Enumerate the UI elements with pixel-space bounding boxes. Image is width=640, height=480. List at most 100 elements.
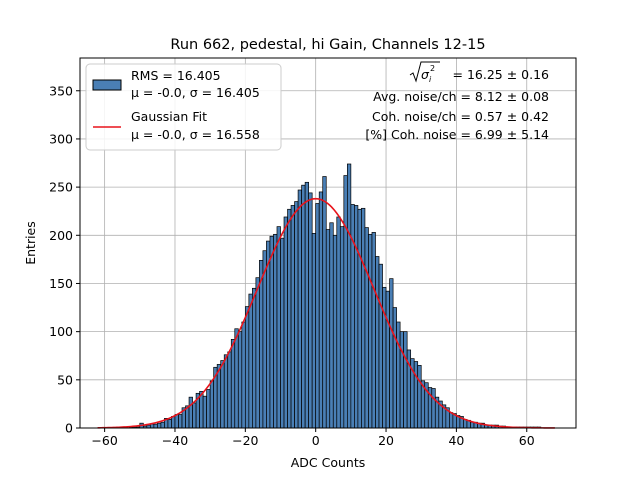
histogram-bar [192, 402, 197, 429]
histogram-bar [339, 226, 345, 429]
svg-text:i: i [429, 75, 432, 84]
histogram-bar [343, 175, 348, 429]
histogram-bar [248, 293, 253, 429]
histogram-bar [294, 201, 299, 429]
histogram-bar [244, 306, 250, 429]
plot-area-frame [79, 57, 577, 429]
legend-gaussian-sub: μ = -0.0, σ = 16.558 [131, 127, 260, 142]
histogram-bar [297, 189, 302, 429]
histogram-bar [304, 181, 310, 429]
stats-line-3: Coh. noise/ch = 0.57 ± 0.42 [372, 109, 549, 124]
legend-gaussian-label: Gaussian Fit [131, 109, 207, 124]
histogram-bar [241, 321, 246, 429]
histogram-bar [216, 364, 222, 429]
histogram-bar [449, 412, 454, 429]
stats-line-2: Avg. noise/ch = 8.12 ± 0.08 [373, 89, 549, 104]
histogram-bar [385, 290, 390, 429]
x-tick-label: 0 [312, 433, 320, 448]
histogram-bar [354, 205, 359, 429]
histogram-bar [174, 414, 179, 429]
histogram-bar [276, 226, 281, 429]
histogram-bar [287, 208, 292, 429]
legend: RMS = 16.405 μ = -0.0, σ = 16.405 Gaussi… [85, 63, 282, 151]
x-tick-label: −20 [232, 433, 258, 448]
y-tick-label: 150 [49, 276, 73, 291]
stats-line-1: = 16.25 ± 0.16 [453, 67, 550, 82]
stats-sqrt-symbol: σ i 2 [409, 61, 440, 84]
histogram-bar [399, 331, 404, 429]
histogram-bar [325, 229, 331, 429]
histogram-bar [315, 203, 320, 429]
histogram-bar [283, 216, 288, 429]
histogram-bar [318, 191, 324, 429]
histogram-bar [237, 331, 243, 429]
histogram-bar [392, 307, 397, 429]
histogram-bar [361, 207, 366, 429]
histogram-bar [262, 250, 267, 429]
histogram-bar [150, 423, 155, 429]
histogram-bar [396, 321, 401, 429]
y-tick-label: 50 [57, 372, 73, 387]
histogram-bar [413, 361, 419, 429]
y-axis-ticks: 0 50 100 150 200 250 300 350 [49, 83, 80, 436]
histogram-bar [311, 233, 317, 429]
histogram-bar [206, 389, 211, 429]
chart-title: Run 662, pedestal, hi Gain, Channels 12-… [170, 37, 485, 53]
x-tick-label: −60 [91, 433, 117, 448]
histogram-bar [280, 237, 285, 429]
histogram-bar [389, 278, 394, 429]
histogram-bar [178, 414, 183, 429]
x-tick-label: 60 [519, 433, 535, 448]
histogram-bar [470, 421, 475, 429]
histogram-bar [336, 216, 341, 429]
histogram-bar [368, 233, 373, 429]
gaussian-fit-curve [97, 197, 555, 429]
histogram-bar [259, 259, 264, 429]
x-tick-label: −40 [162, 433, 188, 448]
histogram-bar [403, 331, 408, 429]
legend-rms-label: RMS = 16.405 [131, 68, 221, 83]
histogram-bar [329, 222, 334, 429]
histogram-bar [252, 287, 257, 429]
histogram-bar [371, 232, 376, 429]
histogram-bar [322, 176, 327, 429]
histogram-bar [273, 233, 278, 429]
histogram-bar [171, 416, 176, 429]
histogram-bar [209, 380, 215, 429]
histogram-bar [220, 360, 225, 429]
svg-text:2: 2 [430, 64, 435, 73]
histogram-bar [308, 192, 313, 429]
legend-patch-rms [92, 79, 122, 91]
y-tick-label: 100 [49, 324, 73, 339]
histogram-bar [202, 395, 207, 429]
histogram-bar [301, 184, 306, 429]
histogram-bar [382, 286, 387, 429]
histogram-bar [223, 354, 229, 429]
y-tick-label: 350 [49, 83, 73, 98]
legend-rms-sub: μ = -0.0, σ = 16.405 [131, 85, 260, 100]
histogram-bar [230, 339, 236, 429]
legend-box [85, 63, 282, 151]
histogram-bar [378, 263, 383, 429]
x-tick-label: 20 [378, 433, 394, 448]
histogram-bar [417, 365, 422, 429]
y-tick-label: 300 [49, 131, 73, 146]
histogram-bar [153, 423, 158, 429]
y-tick-label: 250 [49, 180, 73, 195]
y-tick-label: 0 [65, 421, 73, 436]
y-tick-label: 200 [49, 228, 73, 243]
histogram-bar [234, 328, 239, 429]
histogram-bar [255, 277, 260, 429]
histogram-bar [364, 227, 369, 429]
histogram-bar [188, 396, 193, 429]
x-axis-label: ADC Counts [291, 455, 366, 470]
y-axis-label: Entries [23, 221, 38, 265]
histogram-bar [227, 351, 232, 429]
histogram-bar [357, 208, 362, 429]
stats-line-4: [%] Coh. noise = 6.99 ± 5.14 [365, 127, 549, 142]
x-tick-label: 40 [448, 433, 464, 448]
histogram-bar [269, 235, 274, 429]
histogram-bar [167, 418, 172, 429]
histogram-bar [332, 234, 338, 429]
